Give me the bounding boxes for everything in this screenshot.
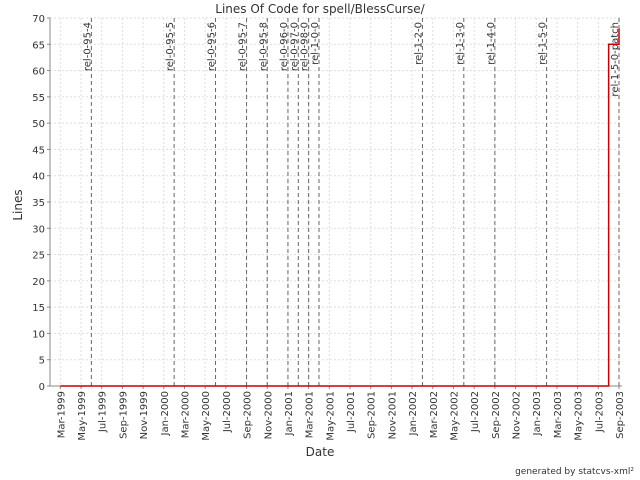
x-tick-label: May-2001 — [325, 391, 336, 441]
release-label: rel-1-0-0 — [310, 22, 321, 65]
series-line — [60, 28, 620, 387]
x-axis-label: Date — [306, 445, 335, 459]
x-tick-label: Jan-2002 — [408, 391, 419, 436]
y-tick-label: 70 — [32, 14, 45, 25]
x-tick-label: Sep-1999 — [118, 391, 129, 439]
x-tick-label: Mar-2003 — [553, 391, 564, 438]
release-label: rel-0-95-8 — [258, 22, 269, 71]
y-tick-label: 40 — [32, 172, 45, 183]
release-label: rel-0-95-7 — [238, 22, 249, 71]
release-label: rel-1-5-0-patch — [610, 22, 621, 97]
x-tick-label: Sep-2002 — [491, 391, 502, 439]
release-label: rel-0-98-0 — [300, 22, 311, 71]
x-tick-label: Nov-1999 — [139, 391, 150, 439]
y-tick-label: 5 — [39, 356, 45, 367]
release-label: rel-0-95-4 — [82, 22, 93, 71]
release-label: rel-1-5-0 — [538, 22, 549, 65]
release-label: rel-1-4-0 — [486, 22, 497, 65]
x-tick-label: Jul-2002 — [470, 391, 481, 433]
y-tick-label: 55 — [32, 93, 45, 104]
release-label: rel-0-95-6 — [207, 22, 218, 71]
release-label: rel-0-96-0 — [279, 22, 290, 71]
x-tick-label: Nov-2000 — [263, 391, 274, 439]
x-tick-label: Jul-2000 — [222, 391, 233, 433]
y-tick-label: 35 — [32, 198, 45, 209]
x-tick-label: Jul-2003 — [594, 391, 605, 433]
x-tick-label: Jan-2003 — [532, 391, 543, 436]
release-label: rel-1-3-0 — [455, 22, 466, 65]
y-tick-label: 15 — [32, 303, 45, 314]
release-label: rel-0-97-0 — [289, 22, 300, 71]
x-tick-label: Sep-2003 — [615, 391, 626, 439]
x-tick-label: Mar-1999 — [56, 391, 67, 438]
x-tick-label: Nov-2002 — [512, 391, 523, 439]
x-tick-label: Jan-2000 — [160, 391, 171, 436]
y-tick-label: 65 — [32, 40, 45, 51]
x-tick-label: Sep-2000 — [243, 391, 254, 439]
x-tick-label: Jul-1999 — [98, 391, 109, 433]
release-label: rel-0-95-5 — [165, 22, 176, 71]
x-tick-label: Jul-2001 — [346, 391, 357, 433]
x-tick-label: May-1999 — [77, 391, 88, 441]
x-tick-label: Jan-2001 — [284, 391, 295, 436]
x-tick-label: Sep-2001 — [367, 391, 378, 439]
y-tick-label: 50 — [32, 119, 45, 130]
release-label: rel-1-2-0 — [413, 22, 424, 65]
y-tick-label: 45 — [32, 145, 45, 156]
x-tick-label: May-2000 — [201, 391, 212, 441]
x-tick-label: May-2002 — [449, 391, 460, 441]
footer: generated by statcvs-xml² — [515, 467, 634, 477]
x-tick-label: Nov-2001 — [387, 391, 398, 439]
x-tick-label: Mar-2000 — [180, 391, 191, 438]
y-tick-label: 30 — [32, 224, 45, 235]
y-tick-label: 0 — [39, 382, 45, 393]
y-tick-label: 25 — [32, 251, 45, 262]
x-tick-label: Mar-2001 — [305, 391, 316, 438]
x-tick-label: Mar-2002 — [429, 391, 440, 438]
chart-title: Lines Of Code for spell/BlessCurse/ — [215, 2, 425, 16]
x-tick-label: May-2003 — [574, 391, 585, 441]
y-axis-label: Lines — [11, 189, 25, 220]
y-tick-label: 10 — [32, 329, 45, 340]
y-tick-label: 20 — [32, 277, 45, 288]
y-tick-label: 60 — [32, 67, 45, 78]
